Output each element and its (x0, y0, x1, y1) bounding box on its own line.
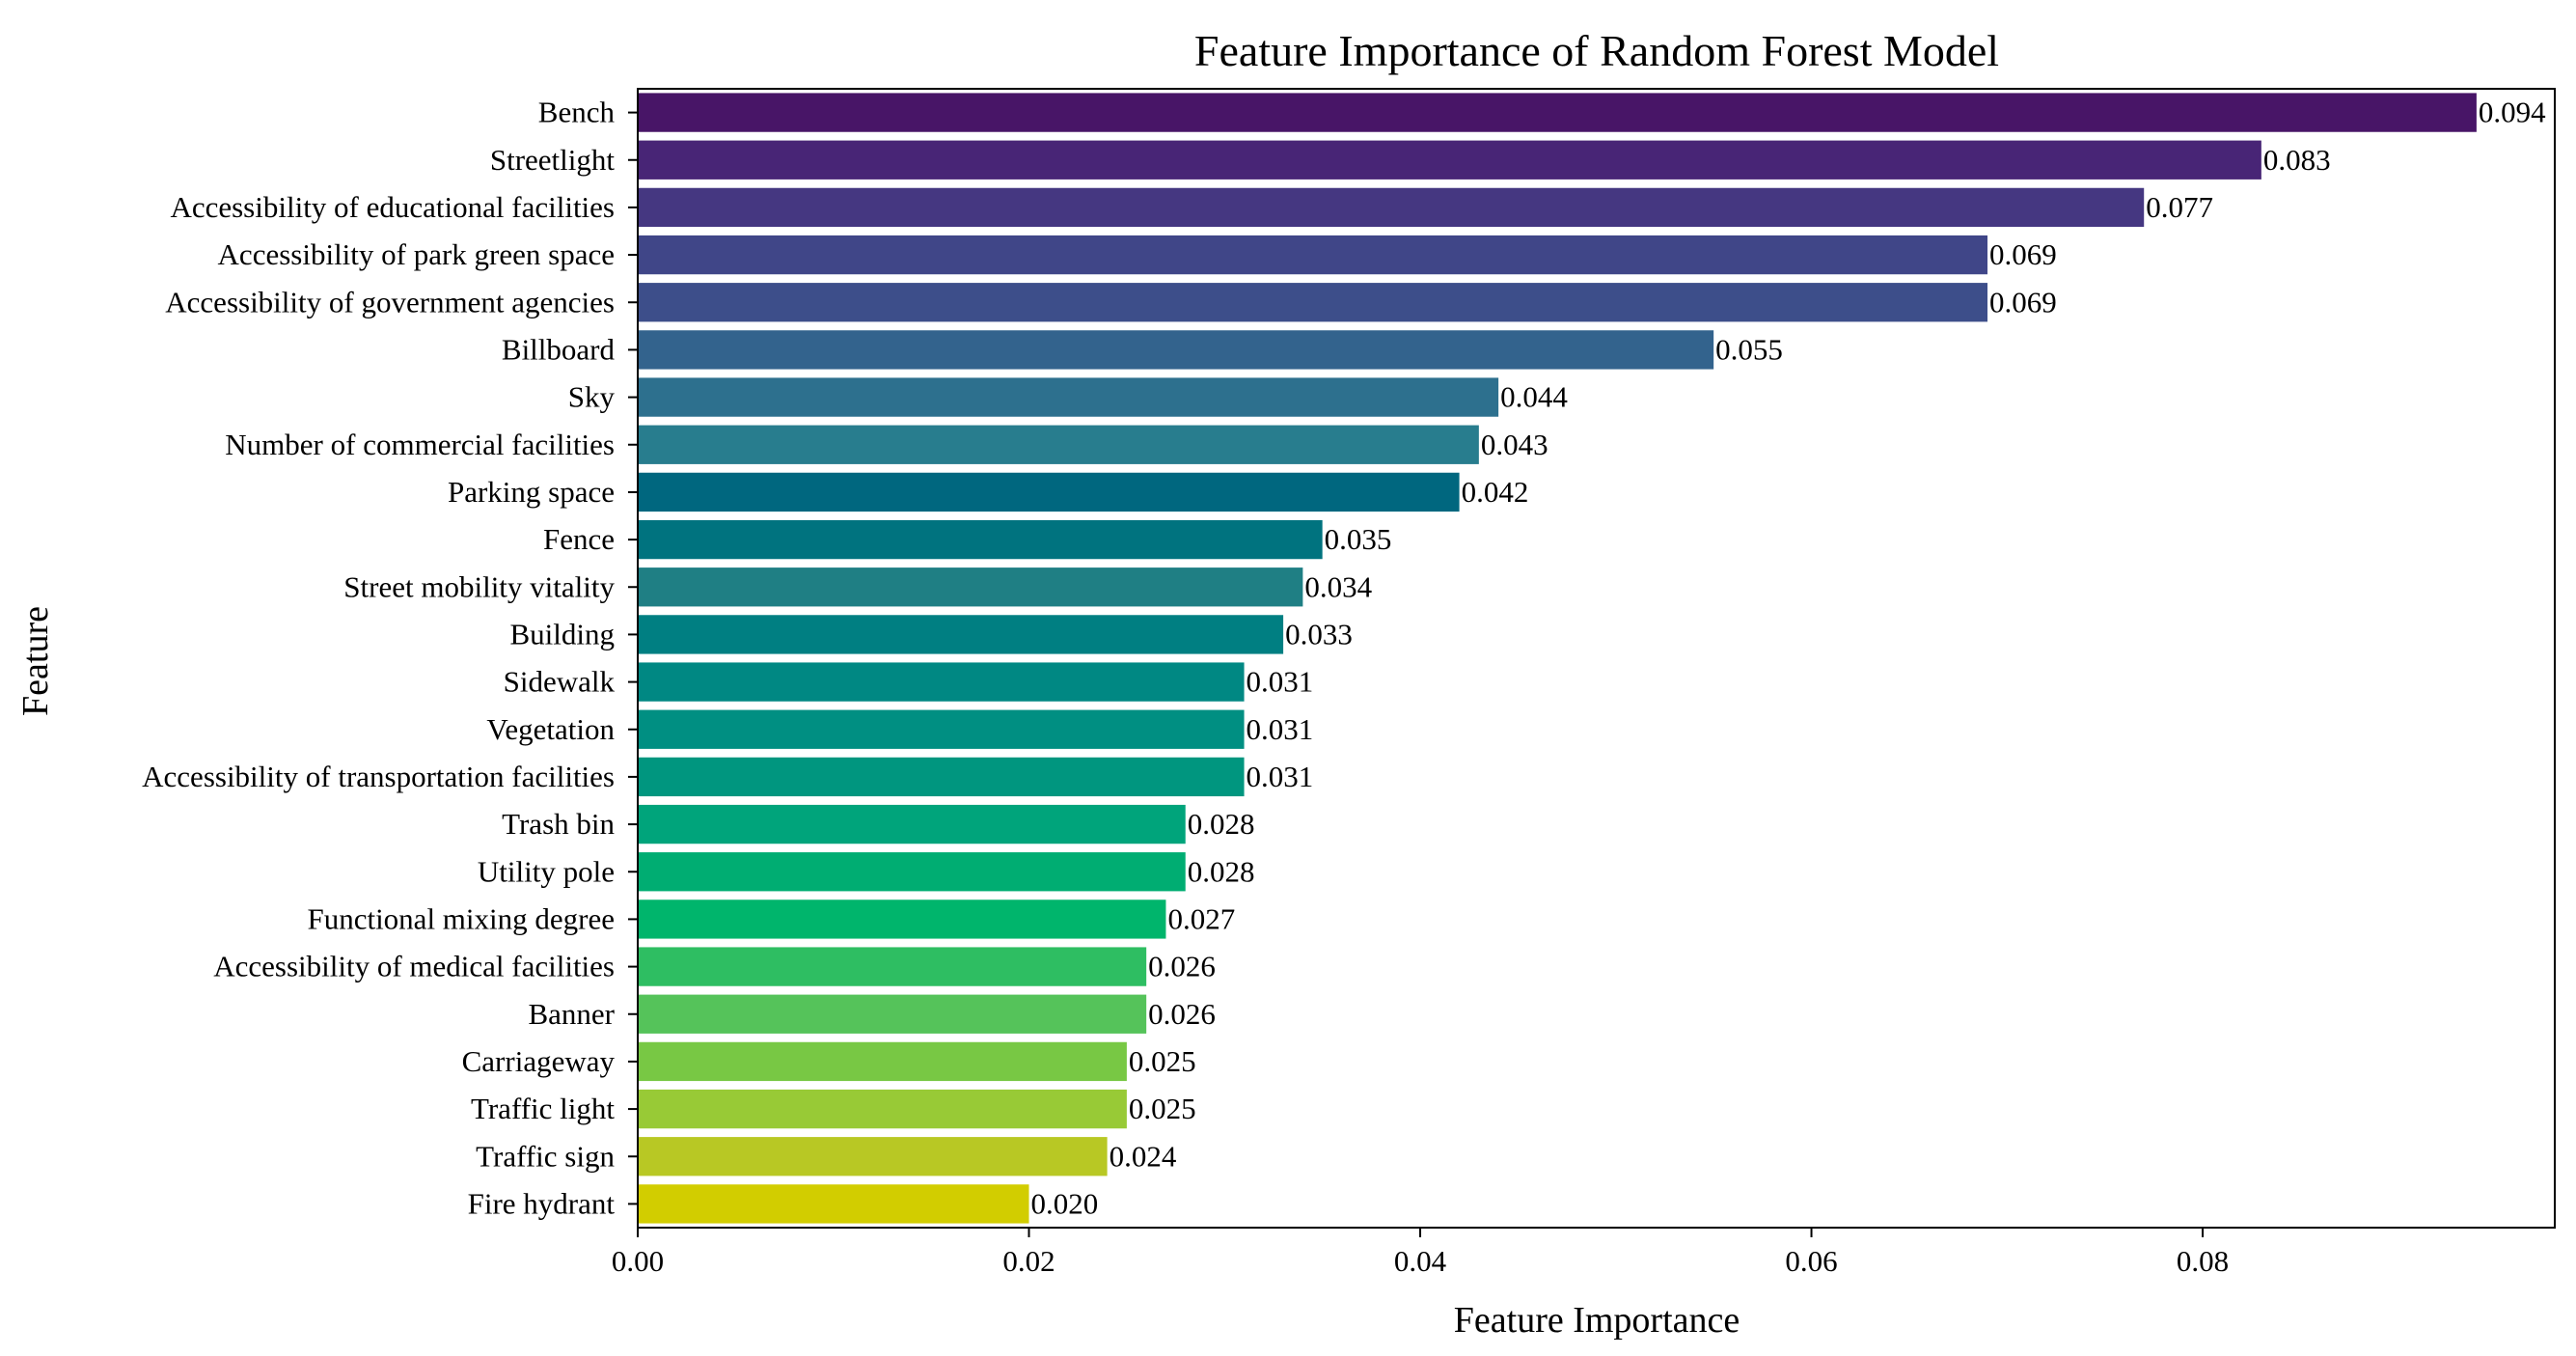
category-label: Parking space (448, 475, 615, 509)
category-label: Carriageway (462, 1044, 616, 1078)
bar (638, 1089, 1127, 1129)
value-label: 0.033 (1285, 617, 1353, 650)
category-label: Number of commercial facilities (225, 428, 615, 461)
bar (638, 852, 1186, 892)
category-label: Accessibility of educational facilities (170, 190, 615, 224)
value-label: 0.026 (1148, 997, 1216, 1031)
value-labels-layer: 0.094 0.083 0.077 0.069 0.069 0.055 0.044 0.043… (1031, 96, 2547, 1221)
category-label: Billboard (502, 332, 616, 366)
bar (638, 662, 1245, 702)
bar (638, 1137, 1108, 1176)
chart-title: Feature Importance of Random Forest Mode… (1194, 26, 1999, 75)
category-labels-layer: Bench Streetlight Accessibility of educati… (142, 96, 638, 1220)
value-label: 0.043 (1481, 428, 1548, 461)
value-label: 0.025 (1129, 1092, 1196, 1125)
plot-frame (637, 88, 2556, 1229)
x-axis-label: Feature Importance (1454, 1300, 1740, 1341)
value-label: 0.027 (1167, 901, 1235, 935)
value-label: 0.025 (1129, 1044, 1196, 1078)
value-label: 0.028 (1188, 807, 1255, 841)
value-label: 0.028 (1188, 854, 1255, 888)
category-label: Accessibility of government agencies (165, 285, 615, 318)
value-label: 0.034 (1304, 569, 1372, 603)
bar (638, 425, 1479, 464)
y-axis-label: Feature (15, 606, 56, 716)
bar (638, 994, 1147, 1034)
category-label: Trash bin (502, 807, 615, 841)
bar (638, 804, 1186, 844)
x-tick-label: 0.08 (2177, 1244, 2229, 1278)
category-label: Sidewalk (504, 665, 616, 699)
x-tick-label: 0.04 (1394, 1244, 1447, 1278)
category-label: Building (509, 617, 615, 650)
x-tick-label: 0.06 (1785, 1244, 1837, 1278)
value-label: 0.020 (1031, 1186, 1099, 1220)
value-label: 0.044 (1500, 380, 1568, 414)
category-label: Utility pole (478, 854, 615, 888)
category-label: Banner (528, 997, 615, 1031)
bar (638, 1041, 1127, 1082)
value-label: 0.031 (1247, 665, 1314, 699)
category-label: Streetlight (490, 143, 616, 177)
category-label: Accessibility of transportation faciliti… (142, 760, 615, 793)
value-label: 0.031 (1247, 712, 1314, 746)
value-label: 0.083 (2263, 143, 2331, 177)
value-label: 0.069 (1989, 237, 2057, 271)
x-tick-label: 0.02 (1002, 1244, 1055, 1278)
bar (638, 567, 1303, 607)
bar (638, 377, 1499, 417)
value-label: 0.055 (1715, 332, 1783, 366)
value-label: 0.069 (1989, 285, 2057, 318)
bar (638, 235, 1988, 275)
value-label: 0.031 (1247, 760, 1314, 793)
bar (638, 330, 1714, 370)
x-tick-label: 0.00 (612, 1244, 664, 1278)
bar (638, 1184, 1029, 1224)
bar (638, 757, 1245, 797)
bar (638, 519, 1323, 560)
value-label: 0.026 (1148, 950, 1216, 983)
category-label: Fence (543, 522, 615, 556)
bar (638, 187, 2145, 228)
bar (638, 709, 1245, 749)
category-label: Vegetation (486, 712, 615, 746)
bar (638, 947, 1147, 986)
category-label: Sky (568, 380, 616, 414)
category-label: Traffic light (471, 1092, 615, 1125)
category-label: Accessibility of medical facilities (213, 950, 615, 983)
category-label: Fire hydrant (468, 1186, 616, 1220)
bar (638, 615, 1284, 654)
bar (638, 93, 2477, 132)
value-label: 0.035 (1325, 522, 1392, 556)
bar (638, 140, 2261, 180)
value-label: 0.094 (2479, 96, 2546, 129)
category-label: Traffic sign (476, 1139, 615, 1173)
bar (638, 283, 1988, 322)
category-label: Street mobility vitality (343, 569, 615, 603)
value-label: 0.024 (1110, 1139, 1177, 1173)
value-label: 0.077 (2146, 190, 2213, 224)
x-ticks-layer: 0.00 0.02 0.04 0.06 0.08 (612, 1228, 2229, 1278)
bar (638, 472, 1460, 512)
bar (638, 899, 1166, 939)
value-label: 0.042 (1462, 475, 1529, 509)
bars-layer (638, 93, 2477, 1224)
category-label: Bench (538, 96, 616, 129)
category-label: Functional mixing degree (307, 901, 615, 935)
category-label: Accessibility of park green space (218, 237, 615, 271)
